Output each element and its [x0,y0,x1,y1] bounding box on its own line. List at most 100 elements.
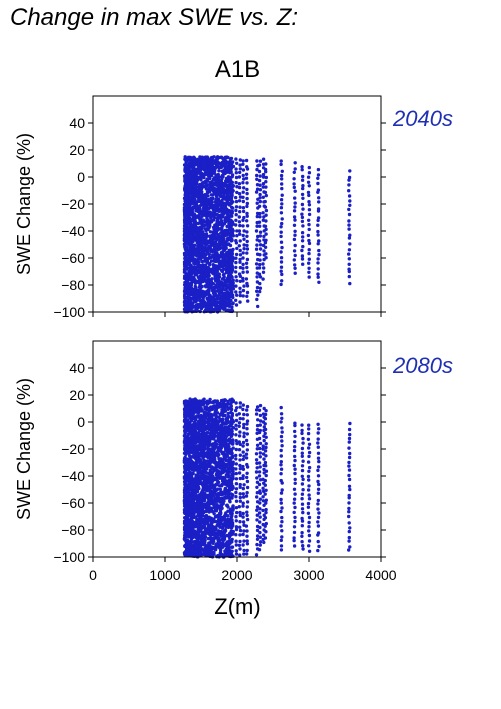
data-point [214,271,218,275]
data-point [225,301,230,306]
data-point [226,160,230,164]
data-point [256,304,260,309]
data-point [225,255,229,259]
data-point [222,182,226,186]
data-point [219,548,223,553]
data-point [231,504,235,508]
data-point [217,272,221,276]
data-point [316,229,320,234]
data-point [293,229,297,233]
data-point [218,484,222,488]
data-point [203,193,207,197]
data-point [292,223,297,227]
data-point [200,190,204,194]
data-point [201,181,205,185]
data-point [216,204,220,208]
data-point [301,244,305,249]
data-point [279,198,284,202]
data-point [229,196,233,200]
data-point [235,185,239,189]
data-point [215,300,219,304]
data-point [241,181,245,185]
data-point [226,155,230,160]
data-point [258,188,263,192]
data-point [204,155,209,159]
data-point [226,286,230,290]
data-point [212,286,217,291]
data-point [212,244,216,249]
data-point [189,270,194,274]
data-point [245,187,249,192]
data-point [205,217,209,221]
data-point [257,163,262,167]
data-point [223,197,228,201]
data-point [293,161,297,165]
data-point [217,235,221,239]
data-point [191,193,195,197]
data-point [238,223,242,228]
data-point [216,256,221,261]
data-point [238,232,242,236]
data-point [206,194,210,198]
data-point [300,257,305,261]
data-point [213,417,217,422]
data-point [238,300,242,304]
data-point [194,251,198,255]
data-point [316,272,320,276]
data-point [214,283,218,287]
data-point [244,261,249,265]
data-point [186,291,190,296]
data-point [193,224,197,228]
data-point [209,243,213,248]
data-point [241,173,245,178]
data-point [241,218,245,222]
data-point [316,242,320,246]
data-point [198,208,202,212]
data-point [191,174,195,179]
data-point [261,218,265,222]
data-point [198,169,202,174]
data-point [238,210,242,214]
data-point [188,175,193,179]
data-point [317,196,321,200]
data-point [256,234,260,239]
data-point [189,195,193,200]
data-point [196,228,200,233]
data-point [279,269,283,273]
data-point [190,302,194,307]
data-point [263,224,268,228]
data-point [195,261,199,265]
data-point [257,272,262,276]
data-point [279,230,283,234]
data-point [301,224,305,228]
data-point [279,173,284,178]
data-point [307,218,311,222]
data-point [347,212,352,217]
data-point [210,240,214,245]
data-point [256,293,260,297]
data-point [204,236,208,240]
data-point [242,186,246,190]
data-point [237,215,241,219]
data-point [237,182,242,186]
data-point [300,165,304,169]
data-point [292,185,296,190]
data-point [242,215,246,220]
data-point [280,177,284,181]
data-point [242,243,246,247]
data-point [300,239,305,243]
data-point [301,186,305,191]
data-point [348,199,352,203]
data-point [292,182,296,186]
data-point [279,225,283,229]
page-title: Change in max SWE vs. Z: [10,4,299,31]
data-point [261,157,266,161]
data-point [197,231,202,236]
points-2080s [182,397,352,559]
data-point [300,192,305,197]
data-point [207,252,211,256]
data-point [348,242,352,246]
data-point [205,183,210,187]
data-point [183,256,187,261]
data-point [199,269,204,273]
